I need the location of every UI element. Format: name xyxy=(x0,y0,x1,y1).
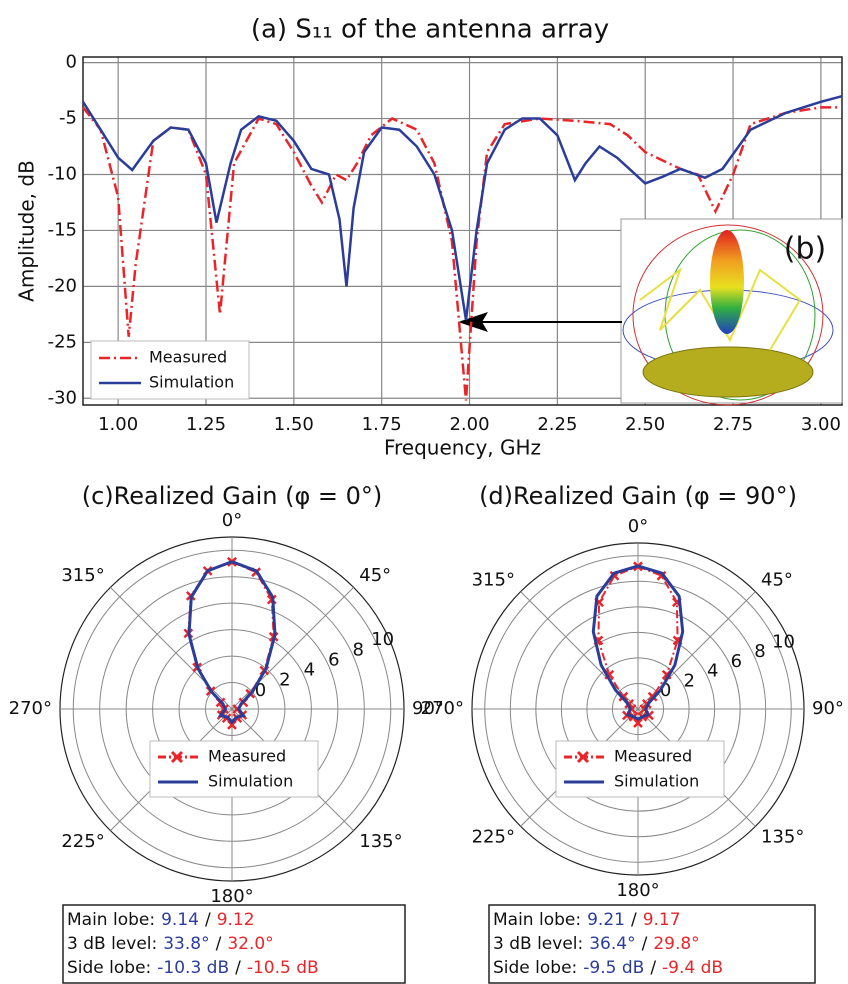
theta-tick-label: 180° xyxy=(616,880,659,901)
r-tick-label: 10 xyxy=(371,629,394,650)
x-tick-label: 1.25 xyxy=(186,414,226,435)
chart-title: (d)Realized Gain (φ = 90°) xyxy=(479,482,797,510)
legend-label: Simulation xyxy=(208,772,293,791)
r-tick-label: 4 xyxy=(707,661,718,682)
summary-text: -9.5 dB xyxy=(583,958,644,978)
theta-tick-label: 270° xyxy=(9,698,52,719)
summary-text: -10.3 dB xyxy=(157,958,229,978)
summary-text: / xyxy=(642,934,648,954)
summary-row: Main lobe: 9.14 / 9.12 xyxy=(67,910,255,930)
theta-tick-label: 225° xyxy=(472,827,515,848)
summary-text: Side lobe: xyxy=(67,958,151,978)
summary-text: 29.8° xyxy=(653,934,699,954)
summary-row: 3 dB level: 36.4° /29.8° xyxy=(493,934,700,954)
r-tick-label: 4 xyxy=(304,660,315,681)
x-tick-label: 2.75 xyxy=(713,414,753,435)
y-tick-label: 0 xyxy=(66,52,77,73)
legend-label: Simulation xyxy=(614,772,699,791)
x-tick-label: 1.50 xyxy=(274,414,314,435)
inset-label: (b) xyxy=(784,232,826,267)
x-tick-label: 1.75 xyxy=(362,414,402,435)
theta-tick-label: 135° xyxy=(761,827,804,848)
summary-row: Side lobe: -9.5 dB / -9.4 dB xyxy=(493,958,723,978)
r-tick-label: 2 xyxy=(279,670,290,691)
inset-ground xyxy=(643,347,813,397)
x-tick-label: 2.25 xyxy=(537,414,577,435)
y-tick-label: -20 xyxy=(48,275,77,296)
summary-row: Side lobe: -10.3 dB / -10.5 dB xyxy=(67,958,319,978)
y-tick-label: -5 xyxy=(59,108,77,129)
summary-text: 9.17 xyxy=(643,910,681,930)
legend-label: Measured xyxy=(614,747,692,766)
summary-text: 9.12 xyxy=(217,910,255,930)
y-tick-label: -25 xyxy=(48,331,77,352)
chart-title: (a) S₁₁ of the antenna array xyxy=(251,15,609,45)
summary-text: / xyxy=(216,934,222,954)
summary-text: 9.21 xyxy=(587,910,625,930)
chart-title: (c)Realized Gain (φ = 0°) xyxy=(82,482,383,510)
x-tick-label: 2.50 xyxy=(625,414,665,435)
theta-tick-label: 180° xyxy=(210,886,253,907)
y-axis-label: Amplitude, dB xyxy=(15,160,39,302)
summary-text: 3 dB level: xyxy=(493,934,583,954)
r-tick-label: 8 xyxy=(353,639,364,660)
theta-tick-label: 225° xyxy=(61,831,104,852)
y-tick-label: -30 xyxy=(48,387,77,408)
summary-text: -10.5 dB xyxy=(247,958,319,978)
legend-label: Measured xyxy=(149,348,227,367)
summary-text: / xyxy=(235,958,241,978)
summary-text: 36.4° xyxy=(589,934,635,954)
legend-label: Simulation xyxy=(149,373,234,392)
summary-text: / xyxy=(631,910,637,930)
summary-text: 9.14 xyxy=(161,910,199,930)
theta-tick-label: 0° xyxy=(222,510,242,531)
summary-text: Side lobe: xyxy=(493,958,577,978)
summary-text: -9.4 dB xyxy=(662,958,723,978)
y-tick-label: -15 xyxy=(48,219,77,240)
summary-text: 33.8° xyxy=(163,934,209,954)
y-tick-label: -10 xyxy=(48,163,77,184)
page: (a) S₁₁ of the antenna array 1.00 1.25 1.50… xyxy=(0,0,848,984)
r-tick-label: 10 xyxy=(772,631,795,652)
legend-label: Measured xyxy=(208,747,286,766)
x-axis-label: Frequency, GHz xyxy=(384,436,541,460)
summary-text: 3 dB level: xyxy=(67,934,157,954)
summary-text: / xyxy=(650,958,656,978)
theta-tick-label: 90° xyxy=(812,698,844,719)
theta-tick-label: 45° xyxy=(359,565,391,586)
theta-tick-label: 315° xyxy=(472,569,515,590)
theta-tick-label: 135° xyxy=(359,831,402,852)
theta-tick-label: 45° xyxy=(761,569,793,590)
inset-lobe xyxy=(710,230,744,334)
summary-text: / xyxy=(205,910,211,930)
x-tick-label: 3.00 xyxy=(801,414,841,435)
theta-tick-label: 270° xyxy=(421,698,464,719)
summary-row: 3 dB level: 33.8° /32.0° xyxy=(67,934,274,954)
summary-text: 32.0° xyxy=(227,934,273,954)
r-tick-label: 8 xyxy=(754,641,765,662)
r-tick-label: 6 xyxy=(328,649,339,670)
summary-text: Main lobe: xyxy=(493,910,581,930)
r-tick-label: 2 xyxy=(683,670,694,691)
theta-tick-label: 0° xyxy=(628,516,648,537)
summary-row: Main lobe: 9.21 / 9.17 xyxy=(493,910,681,930)
x-tick-label: 1.00 xyxy=(98,414,138,435)
theta-tick-label: 315° xyxy=(61,565,104,586)
summary-text: Main lobe: xyxy=(67,910,155,930)
r-tick-label: 6 xyxy=(731,651,742,672)
figure: (a) S₁₁ of the antenna array 1.00 1.25 1.50… xyxy=(0,0,848,984)
x-tick-label: 2.00 xyxy=(449,414,489,435)
